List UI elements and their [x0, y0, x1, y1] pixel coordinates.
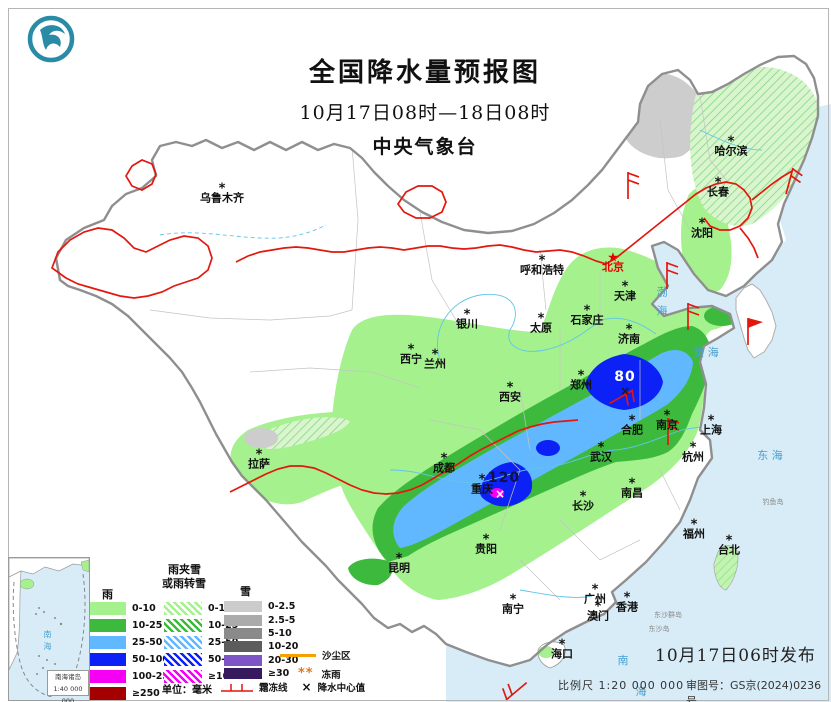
legend-swatch: [224, 601, 262, 613]
sleet-legend-title-2: 或雨转雪: [162, 577, 206, 590]
legend-row: 5-10: [224, 627, 298, 640]
map-scale: 比例尺 1:20 000 000: [558, 679, 685, 692]
freezing-rain-icon: **: [298, 666, 314, 681]
legend-swatch: [164, 619, 202, 632]
map-valid-period: 10月17日08时—18日08时: [299, 102, 551, 124]
legend-range-label: 10-25: [208, 620, 238, 631]
legend-swatch: [224, 627, 262, 639]
approval-number: 审图号：GS京(2024)0236号: [686, 679, 822, 702]
rain-extreme-spot: [490, 488, 504, 498]
inset-map: [9, 558, 89, 698]
sleet-legend-title-1: 雨夹雪: [168, 563, 201, 576]
legend-row: ≥30: [224, 667, 298, 680]
legend-unit: 单位：毫米: [162, 685, 212, 696]
legend-swatch: [164, 636, 202, 649]
legend-row: 2.5-5: [224, 613, 298, 626]
legend-row: 0-10: [164, 600, 245, 617]
legend-swatch: [88, 619, 126, 632]
legend-swatch: [164, 602, 202, 615]
legend-range-label: ≥100: [208, 671, 236, 682]
legend-range-label: 5-10: [268, 627, 292, 639]
legend-range-label: 0-10: [208, 603, 232, 614]
dust-area-label: 沙尘区: [322, 651, 351, 662]
legend-row: 20-30: [224, 654, 298, 667]
dust-area-legend: 沙尘区: [280, 648, 351, 662]
legend-row: ≥100: [164, 668, 245, 685]
legend-range-label: 10-20: [268, 641, 299, 653]
frost-lines: [52, 160, 793, 495]
legend-range-label: 20-30: [268, 654, 299, 666]
legend-row: 50-100: [88, 651, 176, 668]
legend-swatch: [224, 654, 262, 666]
legend-row: 10-25: [88, 617, 176, 634]
frost-line-icon: [221, 683, 253, 692]
map-frame: [8, 8, 829, 701]
snow-area-ne-small: [635, 31, 661, 47]
legend-range-label: 25-50: [132, 637, 163, 648]
taiwan-island: [713, 545, 739, 591]
legend-row: 10-20: [224, 640, 298, 653]
legend-row: 25-50: [88, 634, 176, 651]
snow-legend-title: 雪: [240, 585, 251, 598]
frost-line-label: 霜冻线: [259, 683, 288, 694]
legend-row: 25-50: [164, 634, 245, 651]
rain-area-yunnan: [348, 558, 393, 586]
agency-name: 中央气象台: [372, 136, 478, 158]
freezing-rain-legend: ** 冻雨: [298, 667, 341, 681]
map-title: 全国降水量预报图: [308, 58, 541, 88]
legend-row: 0-2.5: [224, 600, 298, 613]
legend-swatch: [88, 670, 126, 683]
legend-range-label: 25-50: [208, 637, 238, 648]
legend-row: 100-250: [88, 668, 176, 685]
cma-logo: [26, 14, 76, 68]
inset-title: 南海诸岛: [55, 673, 81, 681]
inset-sea-label: 南海: [43, 630, 52, 654]
legend-row: ≥250: [88, 685, 176, 702]
legend-swatch: [88, 687, 126, 700]
legend-range-label: 2.5-5: [268, 614, 296, 626]
legend-range-label: 10-25: [132, 620, 163, 631]
legend-range-label: 100-250: [132, 671, 176, 682]
legend-range-label: 0-2.5: [268, 601, 296, 613]
map-legend: 雨 0-10 10-25 25-50 50-100 100-250 ≥250 雨夹雪 或雨…: [88, 556, 384, 702]
legend-row: 10-25: [164, 617, 245, 634]
inset-scale-box: 南海诸岛 1:40 000 000: [47, 670, 89, 702]
rain-core-small: [536, 440, 560, 456]
title-block: 全国降水量预报图 10月17日08时—18日08时 中央气象台: [240, 52, 610, 159]
south-china-sea-inset: 南海 南海诸岛 1:40 000 000: [8, 557, 90, 702]
legend-row: 0-10: [88, 600, 176, 617]
legend-swatch: [88, 636, 126, 649]
legend-swatch: [224, 668, 262, 680]
frost-line-legend: 霜冻线 × 降水中心值: [220, 680, 365, 694]
legend-swatch: [88, 653, 126, 666]
legend-range-label: ≥30: [268, 668, 290, 680]
legend-range-label: 0-10: [132, 603, 156, 614]
rain-core-zhengzhou: [585, 354, 663, 410]
legend-swatch: [164, 670, 202, 683]
dust-line-icon: [280, 653, 316, 657]
legend-swatch: [224, 614, 262, 626]
rain-legend-title: 雨: [102, 588, 113, 601]
legend-swatch: [88, 602, 126, 615]
freezing-rain-label: 冻雨: [321, 670, 341, 681]
rain-legend-rows: 0-10 10-25 25-50 50-100 100-250 ≥250: [88, 600, 176, 702]
legend-swatch: [164, 653, 202, 666]
snow-area-tibet: [244, 428, 278, 448]
legend-range-label: ≥250: [132, 688, 160, 699]
precip-center-label: 降水中心值: [317, 683, 366, 694]
legend-swatch: [224, 641, 262, 653]
legend-range-label: 50-100: [132, 654, 169, 665]
inset-scale: 1:40 000 000: [53, 685, 83, 702]
issue-time: 10月17日06时发布: [655, 646, 816, 666]
snow-legend-rows: 0-2.5 2.5-5 5-10 10-20 20-30 ≥30: [224, 600, 298, 680]
precip-center-icon: ×: [301, 680, 312, 694]
